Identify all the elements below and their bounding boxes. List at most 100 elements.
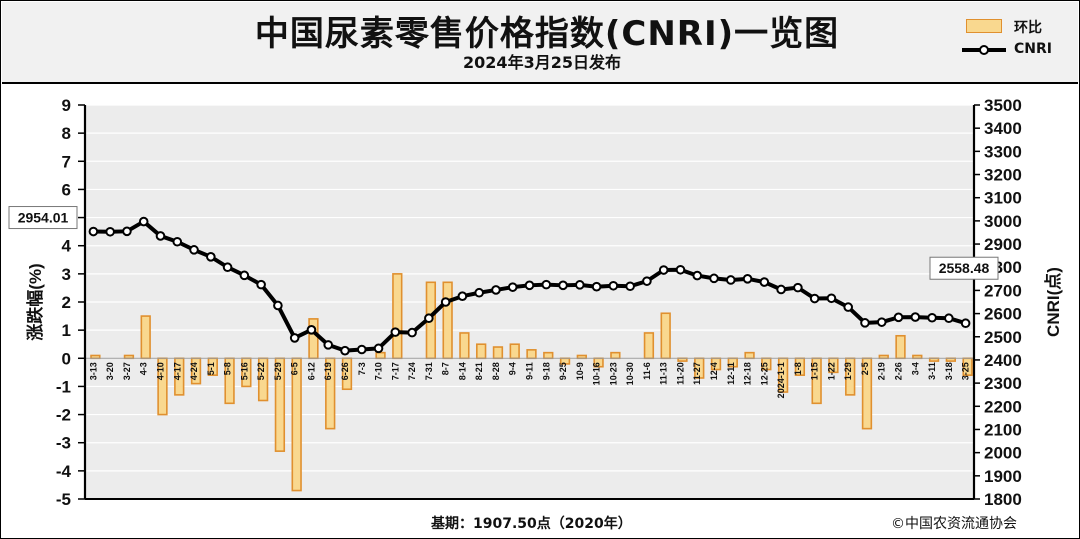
cnri-marker	[558, 280, 568, 291]
x-tick-label: 3-18	[944, 362, 954, 380]
x-tick-label: 10-23	[608, 362, 618, 385]
x-tick-label: 12-11	[726, 362, 736, 385]
cnri-marker	[692, 270, 703, 281]
x-tick-label: 3-11	[927, 362, 937, 380]
bar	[744, 351, 755, 360]
x-tick-label: 7-24	[407, 362, 417, 380]
bar	[895, 334, 906, 360]
cnri-marker	[256, 279, 266, 290]
cnri-marker	[608, 280, 619, 291]
legend-bar-swatch	[966, 19, 1002, 33]
x-tick-label: 11-13	[659, 362, 669, 385]
left-tick-label: 1	[62, 321, 71, 340]
right-tick-label: 1800	[984, 490, 1022, 509]
x-tick-label: 5-8	[223, 362, 233, 375]
x-tick-label: 5-22	[256, 362, 266, 380]
cnri-marker	[507, 282, 518, 292]
bar	[509, 343, 520, 360]
cnri-marker	[944, 313, 954, 324]
cnri-marker	[440, 297, 451, 307]
chart-subtitle: 2024年3月25日发布	[463, 53, 621, 72]
right-tick-label: 3000	[984, 212, 1022, 231]
legend-line-swatch	[962, 45, 1006, 55]
x-tick-label: 12-4	[709, 362, 719, 380]
cnri-marker	[742, 274, 753, 284]
left-tick-label: 4	[62, 237, 72, 256]
x-tick-label: 8-21	[474, 362, 484, 380]
cnri-marker	[960, 318, 971, 329]
x-tick-label: 7-10	[374, 362, 384, 380]
cnri-marker	[189, 245, 199, 255]
x-tick-label: 9-4	[508, 362, 518, 375]
x-tick-label: 1-22	[826, 362, 836, 380]
right-tick-label: 2000	[984, 444, 1022, 463]
chart-title: 中国尿素零售价格指数(CNRI)一览图	[254, 14, 840, 54]
cnri-marker	[642, 276, 652, 286]
right-tick-label: 2900	[984, 235, 1022, 254]
left-tick-label: -2	[56, 406, 71, 425]
header-panel: 中国尿素零售价格指数(CNRI)一览图 2024年3月25日发布 环比 CNRI	[2, 2, 1078, 84]
right-tick-label: 2600	[984, 305, 1022, 324]
cnri-marker	[625, 281, 635, 292]
bar	[643, 332, 655, 360]
cnri-marker	[709, 273, 719, 284]
cnri-marker	[239, 270, 250, 281]
cnri-marker	[910, 312, 921, 322]
cnri-marker	[340, 345, 350, 356]
cnri-marker	[575, 280, 585, 290]
cnri-marker	[457, 291, 468, 302]
right-tick-label: 3400	[984, 119, 1022, 138]
cnri-marker	[356, 344, 367, 355]
cnri-marker	[843, 302, 853, 312]
cnri-marker	[88, 226, 99, 237]
x-tick-label: 8-28	[491, 362, 501, 380]
annotation-box	[929, 256, 999, 280]
x-tick-label: 2-5	[860, 362, 870, 375]
cnri-marker	[826, 293, 837, 304]
x-tick-label: 11-20	[675, 362, 685, 385]
x-tick-label: 5-1	[206, 362, 216, 375]
x-tick-label: 12-18	[743, 362, 753, 385]
x-tick-label: 1-29	[843, 362, 853, 380]
annotation-label: 2558.48	[939, 260, 990, 276]
right-tick-label: 2700	[984, 281, 1022, 300]
right-tick-label: 3100	[984, 189, 1022, 208]
left-tick-label: -3	[56, 434, 71, 453]
bar	[459, 332, 470, 360]
bar	[526, 349, 537, 360]
x-tick-label: 3-20	[105, 362, 115, 380]
cnri-marker	[474, 287, 484, 298]
right-tick-label: 3500	[984, 96, 1022, 115]
x-tick-label: 5-29	[273, 362, 283, 380]
cnri-marker	[407, 327, 417, 338]
cnri-marker	[323, 340, 334, 350]
x-tick-label: 7-31	[424, 362, 434, 380]
bar	[476, 343, 487, 360]
cnri-marker	[658, 265, 669, 275]
x-tick-label: 3-25	[961, 362, 971, 380]
cnri-marker	[424, 313, 434, 324]
bar	[392, 273, 403, 360]
x-tick-label: 1-8	[793, 362, 803, 375]
cnri-marker	[524, 280, 535, 291]
y-axis-right-title: CNRI(点)	[1043, 267, 1063, 337]
bar	[375, 351, 386, 360]
annotation-box	[8, 206, 78, 230]
left-tick-label: -4	[56, 462, 72, 481]
bar	[140, 315, 151, 360]
cnri-marker	[122, 226, 132, 237]
cnri-marker	[876, 317, 887, 327]
cnri-marker	[809, 293, 820, 304]
x-tick-label: 3-27	[122, 362, 132, 380]
legend-item-bar: 环比	[960, 16, 1070, 36]
x-tick-label: 11-6	[642, 362, 652, 380]
right-tick-label: 2300	[984, 374, 1022, 393]
cnri-marker	[155, 231, 166, 241]
left-tick-label: -5	[56, 490, 71, 509]
left-tick-label: -1	[56, 377, 71, 396]
cnri-marker	[172, 236, 183, 247]
cnri-marker	[725, 275, 736, 285]
right-tick-label: 2500	[984, 328, 1022, 347]
y-axis-left-title: 涨跌幅(%)	[25, 263, 45, 340]
